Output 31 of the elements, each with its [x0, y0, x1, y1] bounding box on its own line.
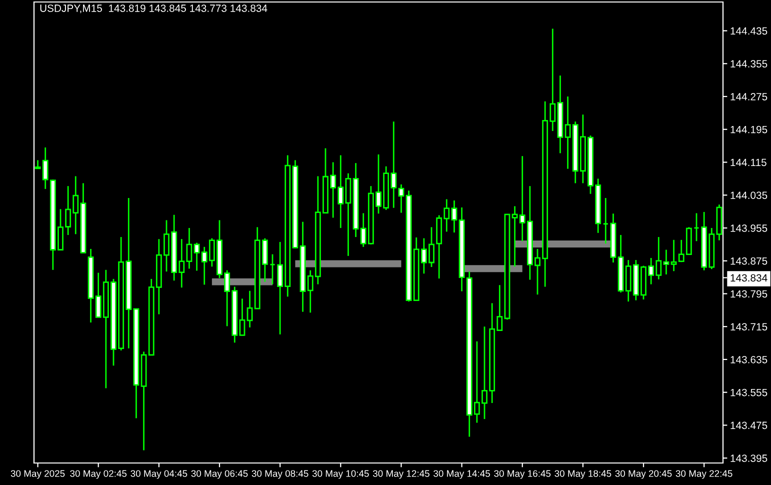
x-tick-label: 30 May 02:45: [70, 470, 127, 479]
x-tick-label: 30 May 06:45: [191, 470, 248, 479]
x-tick-label: 30 May 08:45: [252, 470, 308, 479]
y-tick-label: 143.955: [730, 224, 768, 232]
y-tick-label: 144.435: [730, 27, 768, 35]
x-tick-label: 30 May 14:45: [434, 470, 490, 479]
y-tick-label: 143.834: [730, 274, 768, 282]
annotation: USDJPY,M15 143.819 143.845 143.773 143.834: [40, 4, 268, 14]
y-tick-label: 143.795: [730, 290, 768, 298]
y-tick-label: 143.475: [730, 422, 768, 430]
x-tick-label: 30 May 18:45: [554, 470, 612, 479]
x-tick-label: 30 May 10:45: [312, 470, 369, 479]
candlestick: [270, 254, 276, 285]
candlestick: [694, 212, 700, 242]
y-tick-label: 143.875: [730, 257, 768, 265]
y-tick-label: 143.635: [730, 356, 768, 364]
y-tick-label: 143.395: [730, 454, 768, 462]
candlestick: [602, 197, 609, 244]
x-tick-label: 30 May 22:45: [676, 470, 732, 479]
x-tick-label: 30 May 12:45: [372, 470, 430, 479]
x-tick-label: 30 May 20:45: [615, 470, 672, 479]
y-tick-label: 143.715: [730, 323, 768, 330]
y-tick-label: 143.555: [730, 388, 768, 396]
x-tick-label: 30 May 04:45: [130, 470, 188, 479]
x-tick-label: 30 May 2025: [10, 470, 65, 479]
y-tick-label: 144.275: [730, 93, 768, 100]
y-tick-label: 144.355: [730, 60, 768, 68]
y-tick-label: 144.035: [730, 192, 768, 199]
y-tick-label: 144.195: [730, 126, 768, 134]
x-tick-label: 30 May 16:45: [494, 470, 551, 479]
y-tick-label: 144.115: [730, 158, 766, 166]
